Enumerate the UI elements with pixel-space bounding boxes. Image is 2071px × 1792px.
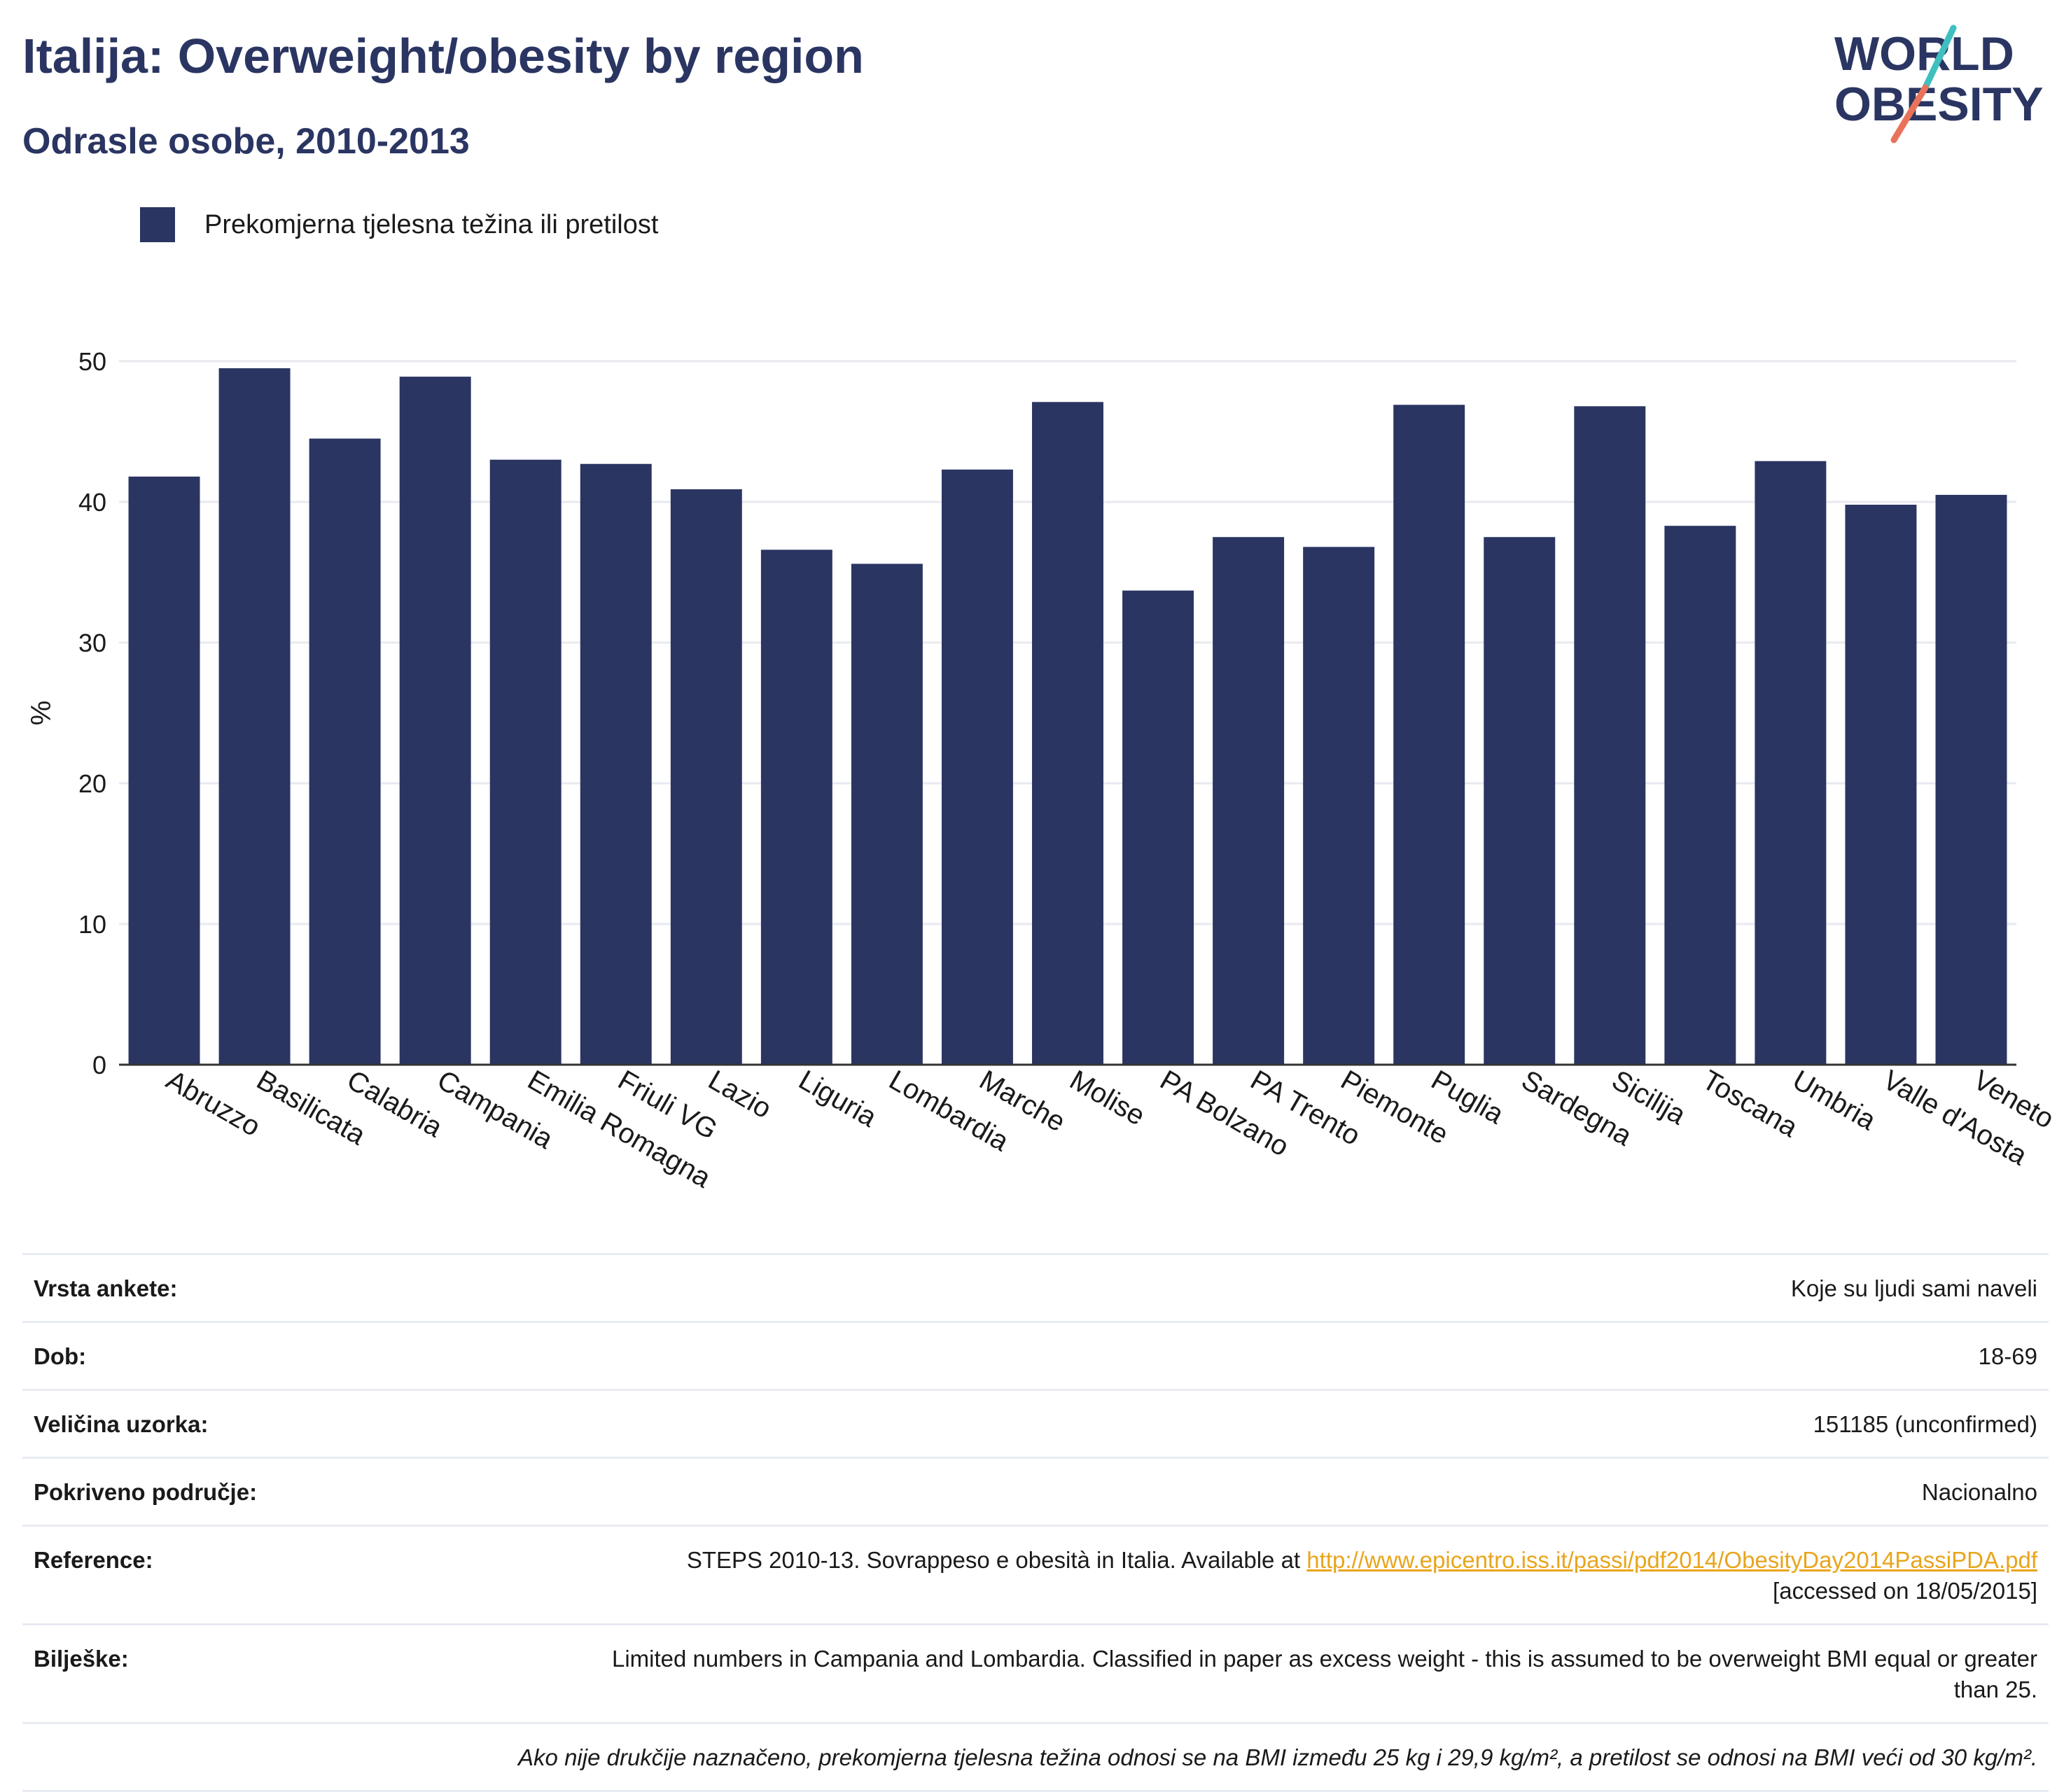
area-value: Nacionalno [1921, 1479, 2037, 1505]
bar [1664, 526, 1736, 1065]
bar [941, 469, 1013, 1065]
info-row-area: Pokriveno područje: Nacionalno [22, 1457, 2049, 1525]
x-tick-label: Molise [1065, 1065, 1150, 1132]
bar [1755, 461, 1827, 1065]
logo-word-world: WORLD [1834, 27, 2014, 80]
bar [309, 438, 381, 1065]
bar [1303, 547, 1375, 1065]
logo-slash-coral [1890, 84, 1929, 144]
area-label: Pokriveno područje: [34, 1479, 258, 1505]
reference-label: Reference: [34, 1547, 153, 1573]
info-row-age: Dob: 18-69 [22, 1321, 2049, 1389]
bar [760, 550, 832, 1065]
bar [1484, 537, 1556, 1065]
survey-value: Koje su ljudi sami naveli [1790, 1275, 2037, 1301]
reference-link[interactable]: http://www.epicentro.iss.it/passi/pdf201… [1306, 1547, 2037, 1573]
logo-word-obesity: OBESITY [1834, 78, 2044, 131]
bar [1845, 505, 1917, 1065]
y-tick-label: 30 [78, 629, 106, 657]
info-row-notes: Bilješke: Limited numbers in Campania an… [22, 1623, 2049, 1722]
y-tick-label: 10 [78, 910, 106, 939]
reference-text: STEPS 2010-13. Sovrappeso e obesità in I… [686, 1547, 1307, 1573]
legend-swatch [140, 207, 175, 242]
bar [128, 476, 200, 1065]
x-tick-label: Umbria [1787, 1065, 1881, 1137]
info-row-survey: Vrsta ankete: Koje su ljudi sami naveli [22, 1253, 2049, 1321]
sample-label: Veličina uzorka: [34, 1411, 209, 1437]
info-row-sample: Veličina uzorka: 151185 (unconfirmed) [22, 1389, 2049, 1457]
bar [1213, 537, 1285, 1065]
bar [1393, 405, 1465, 1065]
bar [1935, 494, 2007, 1065]
age-value: 18-69 [1978, 1343, 2037, 1369]
x-tick-label: Toscana [1697, 1065, 1804, 1144]
reference-accessed: [accessed on 18/05/2015] [1773, 1578, 2037, 1604]
chart-subtitle: Odrasle osobe, 2010-2013 [22, 121, 470, 162]
bar [670, 489, 742, 1065]
y-tick-label: 0 [92, 1051, 106, 1079]
bar [489, 459, 562, 1065]
legend: Prekomjerna tjelesna težina ili pretilos… [140, 207, 658, 242]
legend-label: Prekomjerna tjelesna težina ili pretilos… [204, 209, 659, 239]
bar [580, 463, 652, 1065]
sample-value: 151185 (unconfirmed) [1813, 1411, 2037, 1437]
survey-label: Vrsta ankete: [34, 1275, 178, 1301]
info-row-footnote: Ako nije drukčije naznačeno, prekomjerna… [22, 1722, 2049, 1792]
bar [399, 377, 471, 1065]
info-row-reference: Reference: STEPS 2010-13. Sovrappeso e o… [22, 1525, 2049, 1623]
info-table: Vrsta ankete: Koje su ljudi sami naveli … [22, 1253, 2049, 1792]
x-tick-label: Abruzzo [161, 1065, 265, 1142]
notes-value: Limited numbers in Campania and Lombardi… [611, 1646, 2037, 1702]
footnote: Ako nije drukčije naznačeno, prekomjerna… [518, 1744, 2037, 1770]
reference-value: STEPS 2010-13. Sovrappeso e obesità in I… [687, 1545, 2037, 1606]
x-tick-label: Liguria [793, 1065, 882, 1134]
bar [851, 564, 923, 1065]
y-tick-label: 50 [78, 347, 106, 376]
y-tick-label: 40 [78, 488, 106, 517]
logo-slash-teal [1922, 24, 1957, 91]
bar-chart: 01020304050%AbruzzoBasilicataCalabriaCam… [26, 347, 2059, 1194]
age-label: Dob: [34, 1343, 87, 1369]
bar [1122, 590, 1194, 1065]
bar [218, 368, 291, 1065]
chart-title: Italija: Overweight/obesity by region [22, 29, 864, 83]
notes-label: Bilješke: [34, 1646, 129, 1672]
bar [1574, 406, 1646, 1065]
y-tick-label: 20 [78, 769, 106, 798]
y-axis-label: % [26, 701, 57, 726]
world-obesity-logo: WORLD OBESITY [1834, 24, 2044, 144]
bar [1032, 402, 1103, 1065]
